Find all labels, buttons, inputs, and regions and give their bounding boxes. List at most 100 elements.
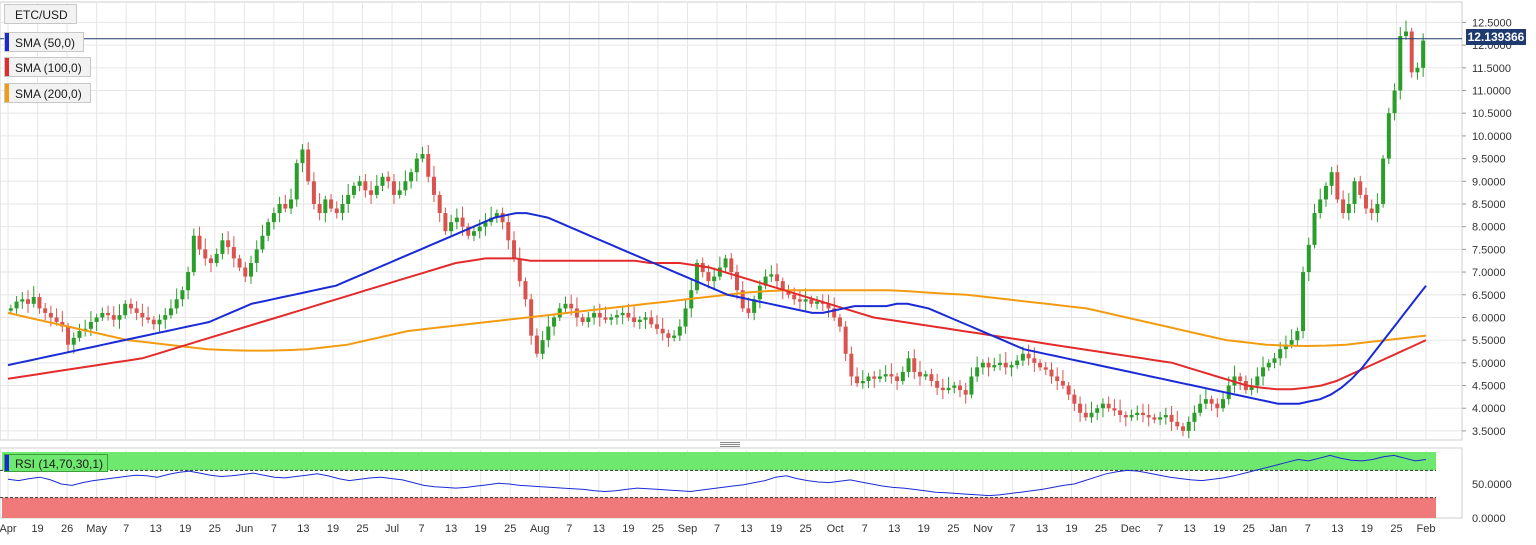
sma100-legend[interactable]: SMA (100,0) [4, 57, 91, 77]
candle-body-199 [1146, 415, 1151, 418]
candle-body-34 [203, 249, 208, 259]
price-ytick-label-5: 6.0000 [1472, 312, 1506, 324]
xtick-label-45: 13 [1331, 523, 1343, 535]
candle-body-17 [106, 312, 111, 316]
candle-body-240 [1381, 158, 1386, 204]
candle-body-193 [1112, 408, 1117, 411]
candle-body-183 [1055, 376, 1060, 381]
candle-body-203 [1169, 415, 1174, 422]
candle-body-88 [512, 240, 517, 259]
candle-body-175 [1009, 365, 1014, 368]
rsi-ytick-label-1: 50.0000 [1472, 479, 1512, 491]
candle-body-115 [666, 333, 671, 338]
candle-body-102 [592, 312, 597, 318]
candle-body-19 [117, 315, 122, 320]
candle-body-111 [643, 317, 648, 320]
candle-body-66 [386, 176, 391, 182]
candle-body-32 [191, 235, 196, 273]
price-ytick-label-15: 11.0000 [1472, 86, 1511, 98]
xtick-label-36: 19 [1065, 523, 1077, 535]
candle-body-134 [775, 274, 780, 282]
rsi-oversold-zone [2, 497, 1436, 518]
candle-body-194 [1118, 410, 1123, 416]
candle-body-212 [1221, 399, 1226, 409]
candle-body-125 [723, 258, 728, 268]
candle-body-123 [712, 276, 717, 282]
rsi-legend[interactable]: RSI (14,70,30,1) [4, 454, 108, 472]
candle-body-5 [37, 297, 42, 309]
candle-body-227 [1306, 244, 1311, 273]
candle-body-243 [1398, 36, 1403, 91]
price-plot-frame [0, 1, 1463, 441]
xtick-label-44: 7 [1305, 523, 1311, 535]
xtick-label-46: 19 [1361, 523, 1373, 535]
candle-body-43 [254, 249, 259, 263]
xtick-label-9: 7 [271, 523, 277, 535]
symbol-legend[interactable]: ETC/USD [4, 4, 77, 24]
candle-body-232 [1335, 172, 1340, 200]
candle-body-188 [1083, 412, 1088, 418]
candle-body-54 [317, 203, 322, 214]
price-ytick-label-14: 10.5000 [1472, 108, 1512, 120]
candle-body-56 [329, 199, 334, 209]
candle-body-182 [1049, 369, 1054, 377]
candle-body-58 [340, 203, 345, 214]
candle-body-36 [214, 253, 219, 263]
candle-body-173 [998, 362, 1003, 366]
candle-body-11 [71, 337, 76, 345]
candle-body-241 [1386, 113, 1391, 159]
price-ytick-label-1: 4.0000 [1472, 403, 1506, 415]
rsi-ytick-label-0: 0.0000 [1472, 513, 1506, 525]
sma200-legend[interactable]: SMA (200,0) [4, 83, 91, 103]
candle-body-76 [443, 213, 448, 232]
candle-body-127 [735, 272, 740, 291]
xtick-label-38: Dec [1121, 523, 1141, 535]
rsi-swatch [5, 455, 9, 471]
candle-body-61 [357, 181, 362, 186]
candle-body-14 [88, 321, 93, 329]
candle-body-238 [1369, 208, 1374, 214]
sma100-line [7, 257, 1427, 391]
candle-body-2 [20, 299, 25, 302]
xtick-label-17: 25 [504, 523, 516, 535]
candle-body-109 [632, 317, 637, 322]
candle-body-89 [517, 258, 522, 282]
xtick-label-37: 25 [1095, 523, 1107, 535]
candle-body-139 [803, 299, 808, 302]
candle-body-239 [1375, 203, 1380, 214]
candle-body-177 [1020, 353, 1025, 361]
candle-body-55 [323, 199, 328, 214]
xtick-label-48: Feb [1417, 523, 1436, 535]
candle-body-62 [363, 181, 368, 191]
candle-body-226 [1301, 272, 1306, 332]
candle-body-153 [883, 374, 888, 377]
candle-body-132 [763, 276, 768, 286]
candle-body-78 [454, 217, 459, 223]
candle-body-65 [380, 176, 385, 186]
candle-body-133 [769, 274, 774, 277]
xtick-label-34: 7 [1009, 523, 1015, 535]
candle-body-180 [1038, 362, 1043, 368]
candle-body-146 [843, 326, 848, 354]
candle-body-87 [506, 222, 511, 241]
candle-body-69 [403, 181, 408, 191]
price-ytick-label-12: 9.5000 [1472, 154, 1506, 166]
candle-body-26 [157, 319, 162, 325]
sma50-legend[interactable]: SMA (50,0) [4, 32, 85, 52]
candle-body-233 [1341, 199, 1346, 214]
candle-body-0 [8, 308, 13, 311]
pane-resize-handle[interactable] [720, 442, 740, 448]
candle-body-39 [231, 247, 236, 259]
xtick-label-21: 19 [622, 523, 634, 535]
candle-body-242 [1392, 90, 1397, 114]
candle-body-47 [277, 203, 282, 214]
candle-body-230 [1323, 185, 1328, 200]
candle-body-192 [1106, 403, 1111, 409]
xtick-label-23: Sep [678, 523, 698, 535]
candle-body-138 [797, 299, 802, 302]
candle-body-156 [900, 371, 905, 381]
price-ytick-label-4: 5.5000 [1472, 335, 1506, 347]
candle-body-205 [1180, 426, 1185, 431]
price-ytick-label-11: 9.0000 [1472, 176, 1506, 188]
